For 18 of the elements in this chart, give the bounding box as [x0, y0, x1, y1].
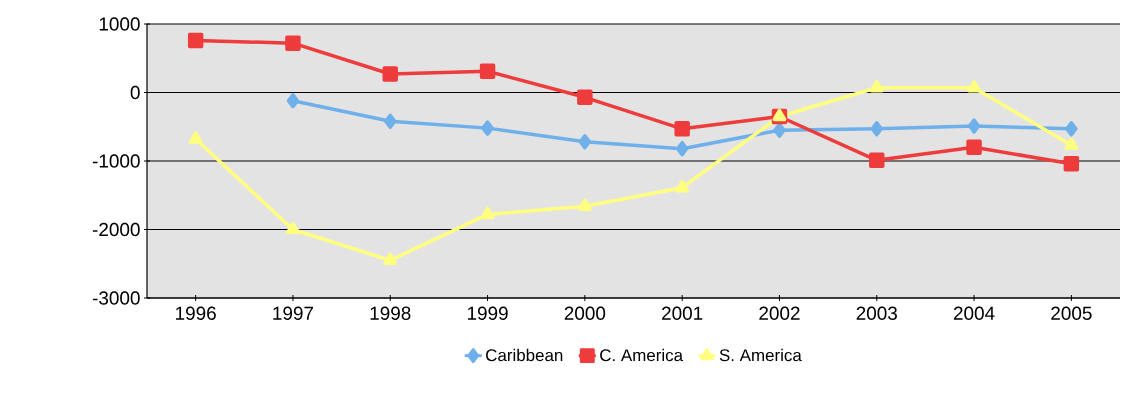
x-tick-label: 2002	[759, 306, 800, 320]
x-tick-label: 1997	[273, 306, 314, 320]
y-tick-label: 0	[130, 85, 140, 100]
y-tick-label: -1000	[92, 154, 140, 168]
x-tick-label: 2004	[953, 306, 995, 320]
x-tick-label: 1999	[467, 306, 508, 320]
x-tick-label: 2005	[1051, 306, 1092, 320]
legend-label: S. America	[719, 348, 802, 362]
x-tick-label: 2003	[856, 306, 897, 320]
x-tick-label: 2000	[564, 306, 606, 320]
y-tick-label: -2000	[92, 222, 140, 237]
x-tick-label: 1998	[370, 306, 411, 320]
legend-label: Caribbean	[486, 348, 563, 362]
x-tick-label: 1996	[176, 306, 216, 320]
x-tick-label: 2001	[662, 306, 703, 320]
legend-label: C. America	[600, 348, 684, 362]
y-tick-label: -3000	[92, 291, 140, 305]
y-tick-label: 1000	[99, 17, 140, 31]
